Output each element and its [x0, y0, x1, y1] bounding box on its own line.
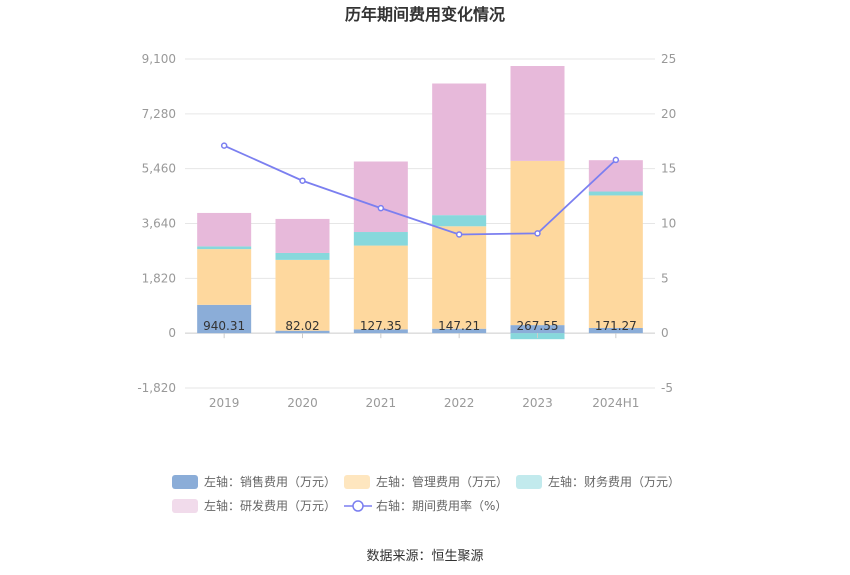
x-tick-label: 2020 — [287, 396, 318, 410]
legend-swatch — [344, 475, 370, 489]
bar-segment — [197, 249, 252, 305]
left-tick-label: 0 — [168, 326, 176, 340]
left-tick-label: -1,820 — [137, 381, 176, 395]
bars — [197, 66, 643, 340]
bar-segment — [432, 226, 487, 329]
x-tick-label: 2021 — [366, 396, 397, 410]
bar-segment — [275, 259, 330, 331]
rate-point — [534, 230, 541, 237]
right-axis: 25 20 15 10 5 0 -5 — [661, 52, 676, 395]
bar-segment — [353, 232, 408, 246]
bar-segment — [432, 328, 487, 334]
right-tick-label: 10 — [661, 217, 676, 231]
bar-segment — [353, 245, 408, 330]
x-tick-label: 2023 — [522, 396, 553, 410]
bar-segment — [197, 246, 252, 250]
bar-segment — [588, 191, 643, 196]
legend-swatch — [172, 475, 198, 489]
bar-segment — [510, 325, 565, 334]
bar-segment — [275, 252, 330, 260]
data-label: 127.35 — [360, 319, 402, 333]
right-tick-label: 15 — [661, 162, 676, 176]
rate-point — [377, 204, 385, 212]
x-tick-label: 2022 — [444, 396, 475, 410]
rate-point — [612, 156, 620, 164]
left-tick-label: 9,100 — [142, 52, 176, 66]
right-tick-label: 5 — [661, 271, 669, 285]
bar-segment — [588, 328, 643, 334]
source-note: 数据来源：恒生聚源 — [366, 549, 483, 564]
bar-segment — [588, 195, 643, 329]
legend[interactable]: 左轴：销售费用（万元） 左轴：管理费用（万元） 左轴：财务费用（万元） 左轴：研发费用… — [172, 474, 680, 513]
bar-segment — [432, 83, 487, 216]
bar-segment — [275, 330, 330, 334]
chart-title: 历年期间费用变化情况 — [345, 5, 505, 24]
bar-segment — [432, 215, 487, 227]
data-label: 267.55 — [517, 319, 559, 333]
x-axis: 2019 2020 2021 2022 2023 2024H1 — [209, 333, 639, 410]
data-labels: 940.31 82.02 127.35 147.21 267.55 171.27 — [203, 319, 637, 333]
data-label: 147.21 — [438, 319, 480, 333]
legend-label: 右轴：期间费用率（%） — [376, 498, 507, 513]
legend-swatch — [172, 499, 198, 513]
legend-label: 左轴：管理费用（万元） — [376, 474, 508, 489]
legend-swatch — [516, 475, 542, 489]
legend-label: 左轴：研发费用（万元） — [204, 498, 336, 513]
legend-label: 左轴：财务费用（万元） — [548, 474, 680, 489]
rate-point — [299, 177, 306, 184]
bar-segment — [510, 66, 565, 161]
right-tick-label: -5 — [661, 381, 673, 395]
bar-segment — [197, 212, 252, 247]
bar-segment — [510, 160, 565, 326]
left-tick-label: 7,280 — [142, 107, 176, 121]
bar-segment — [588, 160, 643, 192]
right-tick-label: 25 — [661, 52, 676, 66]
grid — [185, 58, 655, 389]
rate-point — [455, 231, 463, 238]
bar-segment — [275, 218, 330, 253]
x-tick-label: 2024H1 — [592, 396, 639, 410]
right-tick-label: 0 — [661, 326, 669, 340]
x-tick-label: 2019 — [209, 396, 240, 410]
left-tick-label: 5,460 — [142, 162, 176, 176]
data-label: 940.31 — [203, 319, 245, 333]
data-label: 171.27 — [595, 319, 637, 333]
left-tick-label: 1,820 — [142, 271, 176, 285]
legend-label: 左轴：销售费用（万元） — [204, 474, 336, 489]
bar-segment — [197, 304, 252, 334]
bar-segment — [353, 161, 408, 233]
left-tick-label: 3,640 — [142, 217, 176, 231]
rate-point — [220, 142, 228, 149]
left-axis: 9,100 7,280 5,460 3,640 1,820 0 -1,820 — [137, 52, 176, 395]
rate-line — [220, 142, 620, 238]
bar-segment — [353, 329, 408, 334]
right-tick-label: 20 — [661, 107, 676, 121]
rate-line-path — [223, 144, 617, 236]
legend-marker — [352, 500, 364, 512]
data-label: 82.02 — [285, 319, 319, 333]
